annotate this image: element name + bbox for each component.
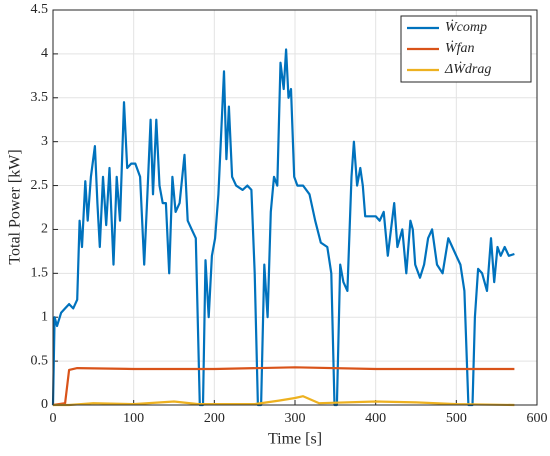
series-line xyxy=(51,48,515,407)
legend: Ẇcomp Ẇfan ΔẆdrag xyxy=(400,15,532,83)
y-tick-label: 3 xyxy=(41,134,48,149)
x-tick-label: 300 xyxy=(285,411,306,426)
legend-label: Ẇcomp xyxy=(445,18,487,35)
y-tick-label: 4.5 xyxy=(31,2,49,17)
x-tick-label: 100 xyxy=(123,411,144,426)
x-tick-label: 500 xyxy=(446,411,467,426)
y-tick-label: 0.5 xyxy=(31,353,49,368)
y-tick-label: 4 xyxy=(41,46,48,61)
series-line xyxy=(53,395,515,407)
y-axis-label: Total Power [kW] xyxy=(7,149,24,264)
y-tick-label: 1.5 xyxy=(31,266,49,281)
y-tick-label: 1 xyxy=(41,309,48,324)
x-tick-label: 600 xyxy=(527,411,548,426)
x-tick-label: 0 xyxy=(50,411,57,426)
legend-label: ΔẆdrag xyxy=(444,60,491,77)
x-tick-label: 400 xyxy=(365,411,386,426)
y-tick-label: 2.5 xyxy=(31,178,49,193)
series-line xyxy=(52,366,515,407)
y-tick-label: 3.5 xyxy=(31,90,49,105)
axes-box xyxy=(52,9,538,406)
x-axis-label: Time [s] xyxy=(268,431,322,448)
y-tick-label: 0 xyxy=(41,397,48,412)
x-tick-label: 200 xyxy=(204,411,225,426)
y-tick-label: 2 xyxy=(41,222,48,237)
legend-label: Ẇfan xyxy=(445,39,475,56)
